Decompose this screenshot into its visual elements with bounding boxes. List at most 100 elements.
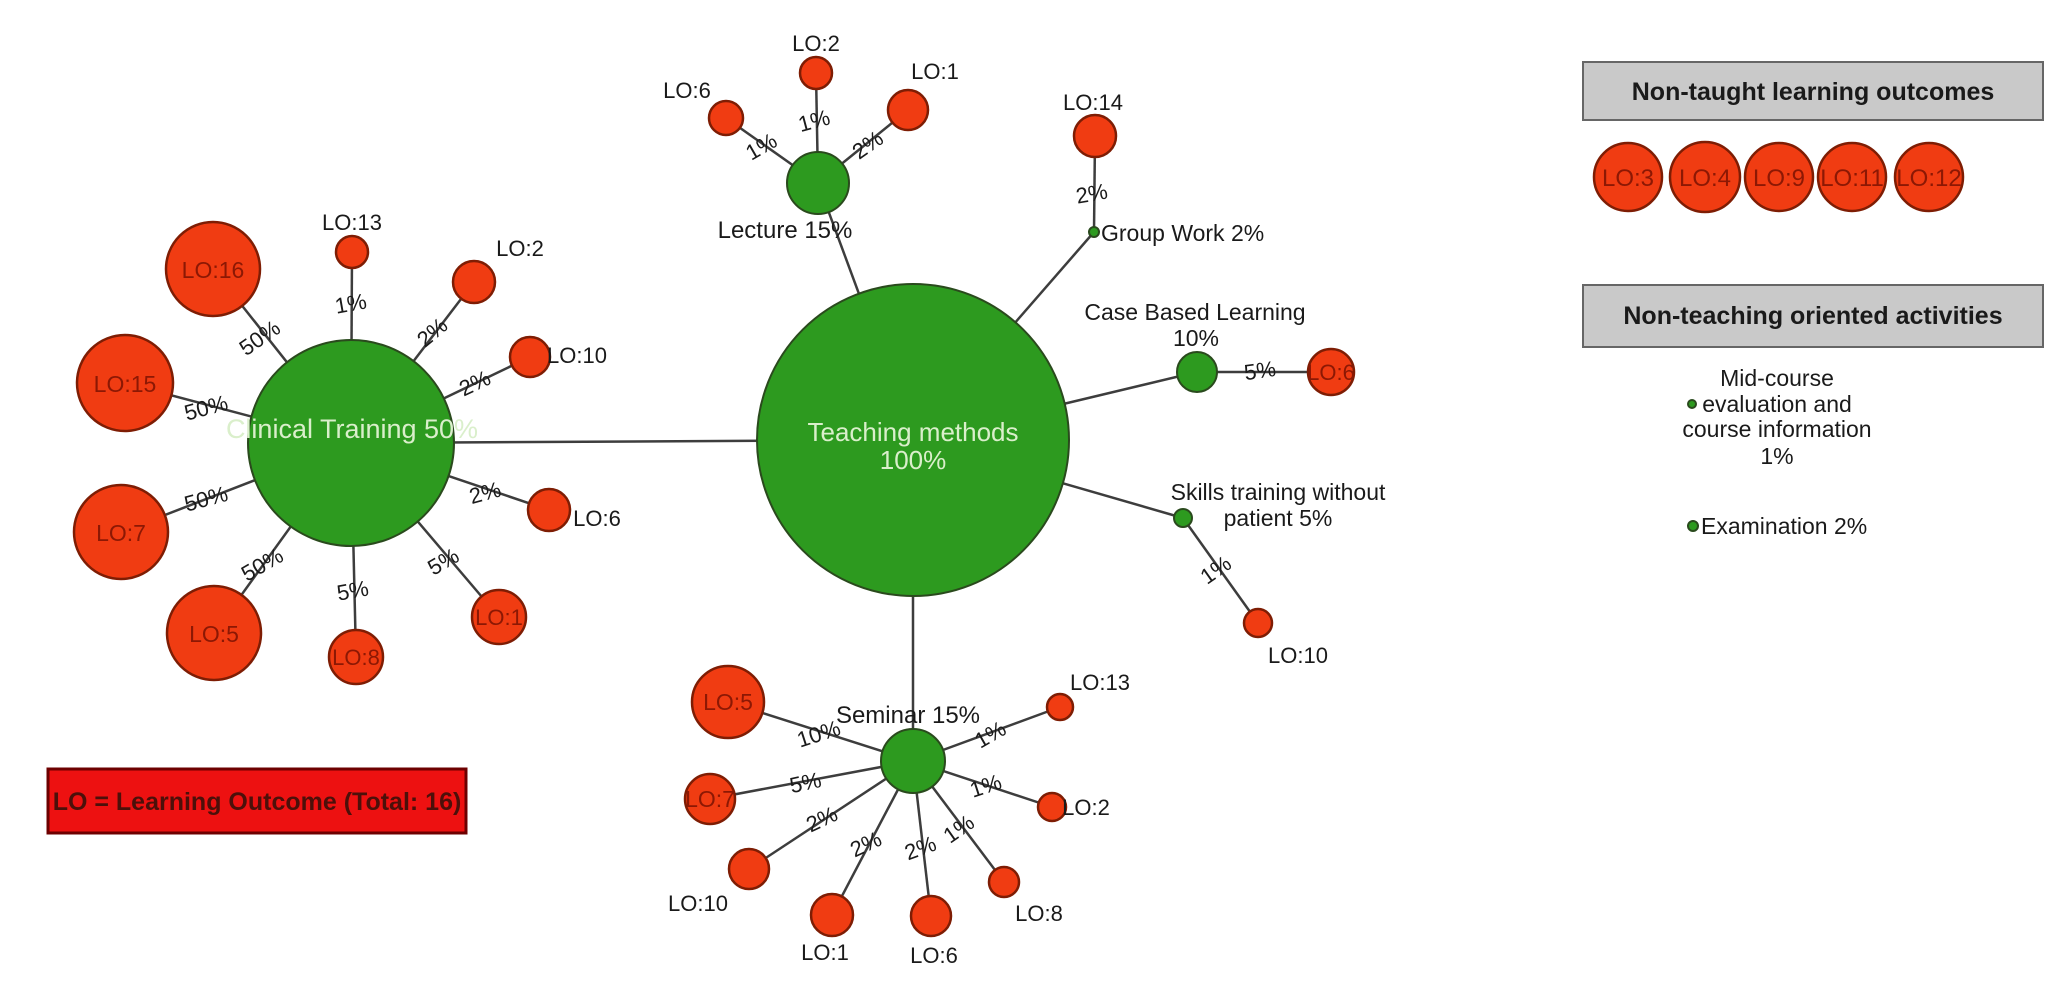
label-lo-8: LO:8 — [332, 645, 380, 670]
mid-course-line1: Mid-course — [1720, 365, 1834, 391]
node-lo6-cbl — [1306, 347, 1356, 397]
label-lo-6: LO:6 — [910, 943, 958, 968]
mid-course-line2: evaluation and — [1702, 391, 1852, 417]
label-2-: 2% — [901, 831, 939, 865]
examination-label: Examination 2% — [1701, 513, 1867, 539]
label-lo-7: LO:7 — [685, 786, 735, 812]
node-lo13-seminar — [1045, 692, 1075, 722]
label-lo-11: LO:11 — [1820, 165, 1884, 192]
node-clinical-training — [247, 339, 455, 547]
label-lo-6: LO:6 — [573, 506, 621, 531]
label-50-: 50% — [182, 481, 231, 517]
label-lo-6: LO:6 — [663, 78, 711, 103]
node-lo9-nontaught — [1743, 141, 1815, 213]
dot-mid-course — [1687, 399, 1697, 409]
cbl-pct: 10% — [1173, 325, 1219, 351]
label-5-: 5% — [1242, 356, 1277, 385]
node-lo5-clinical — [165, 584, 263, 682]
node-lo10-seminar — [727, 847, 771, 891]
label-10-: 10% — [794, 715, 844, 752]
label-2-: 2% — [846, 826, 885, 862]
label-lo-10: LO:10 — [668, 891, 728, 916]
node-lo13-clinical — [334, 234, 370, 270]
edge-line — [1181, 517, 1260, 624]
label-lo-2: LO:2 — [792, 31, 840, 56]
label-1-: 1% — [967, 769, 1005, 803]
node-lo4-nontaught — [1668, 140, 1742, 214]
teaching-methods-label: Teaching methods — [807, 417, 1018, 447]
node-lo1-lecture — [886, 88, 930, 132]
label-lo-2: LO:2 — [496, 236, 544, 261]
node-skills-training — [1173, 508, 1193, 528]
label-lo-5: LO:5 — [703, 689, 753, 715]
mid-course-pct: 1% — [1760, 443, 1793, 469]
label-lo-1: LO:1 — [911, 59, 959, 84]
label-lo-3: LO:3 — [1602, 165, 1654, 192]
node-lo8-seminar — [987, 865, 1021, 899]
label-lo-15: LO:15 — [94, 371, 157, 397]
label-5-: 5% — [335, 576, 371, 606]
non-teaching-header-box — [1582, 284, 2044, 348]
label-lo-8: LO:8 — [1015, 901, 1063, 926]
label-lo-7: LO:7 — [96, 520, 146, 546]
edge-line — [709, 759, 914, 801]
label-lo-13: LO:13 — [1070, 670, 1130, 695]
node-lo1-seminar — [809, 892, 855, 938]
node-lo6-lecture — [707, 99, 745, 137]
node-seminar — [880, 728, 946, 794]
label-lo-1: LO:1 — [475, 605, 523, 630]
skills-label-line1: Skills training without — [1171, 479, 1386, 505]
node-lo10-clinical — [508, 335, 552, 379]
non-taught-header: Non-taught learning outcomes — [1632, 78, 1995, 106]
label-2-: 2% — [466, 477, 503, 509]
node-lo2-clinical — [451, 259, 497, 305]
node-lo11-nontaught — [1816, 141, 1888, 213]
node-lo16-clinical — [164, 220, 262, 318]
label-1-: 1% — [333, 289, 369, 319]
label-lo-1: LO:1 — [801, 940, 849, 965]
dot-examination — [1687, 520, 1699, 532]
legend-text: LO = Learning Outcome (Total: 16) — [53, 788, 462, 816]
node-lo3-nontaught — [1592, 141, 1664, 213]
cbl-label: Case Based Learning — [1084, 299, 1305, 325]
label-50-: 50% — [234, 315, 284, 361]
node-lo2-seminar — [1036, 791, 1068, 823]
label-lo-2: LO:2 — [1062, 795, 1110, 820]
node-teaching-methods — [756, 283, 1070, 597]
node-lo1-clinical — [470, 588, 528, 646]
node-lo10-skills — [1242, 607, 1274, 639]
label-2-: 2% — [1074, 179, 1110, 209]
label-lo-5: LO:5 — [189, 621, 239, 647]
node-lo8-clinical — [327, 628, 385, 686]
label-5-: 5% — [787, 767, 823, 798]
label-2-: 2% — [802, 801, 841, 837]
label-lo-12: LO:12 — [1896, 165, 1961, 192]
node-lo6-clinical — [526, 487, 572, 533]
node-lo12-nontaught — [1893, 141, 1965, 213]
label-lo-13: LO:13 — [322, 210, 382, 235]
node-lo15-clinical — [75, 333, 175, 433]
label-lo-14: LO:14 — [1063, 90, 1123, 115]
legend-box — [46, 767, 468, 835]
label-5-: 5% — [423, 543, 463, 581]
skills-label-line2: patient 5% — [1224, 505, 1333, 531]
non-teaching-header: Non-teaching oriented activities — [1623, 302, 2002, 330]
teaching-methods-pct: 100% — [880, 445, 947, 475]
node-lo7-clinical — [72, 483, 170, 581]
clinical-training-label: Clinical Training 50% — [226, 414, 478, 444]
label-lo-10: LO:10 — [1268, 643, 1328, 668]
label-lo-9: LO:9 — [1753, 165, 1805, 192]
label-lo-10: LO:10 — [547, 343, 607, 368]
group-work-label: Group Work 2% — [1101, 220, 1264, 246]
label-2-: 2% — [455, 365, 494, 401]
non-taught-header-box — [1582, 61, 2044, 121]
label-50-: 50% — [182, 390, 231, 426]
mid-course-line3: course information — [1682, 416, 1871, 442]
label-lo-4: LO:4 — [1679, 165, 1731, 192]
node-lo5-seminar — [690, 664, 766, 740]
node-lo6-seminar — [909, 894, 953, 938]
label-50-: 50% — [237, 543, 288, 587]
label-lo-6: LO:6 — [1307, 360, 1355, 385]
